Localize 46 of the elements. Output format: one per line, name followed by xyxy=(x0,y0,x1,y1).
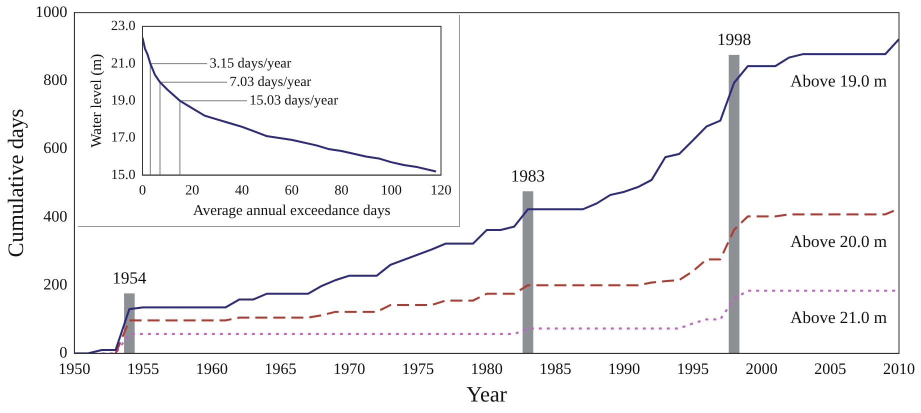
y-axis-title: Water level (m) xyxy=(88,54,105,148)
series-label: Above 20.0 m xyxy=(790,232,887,251)
x-tick-label: 2010 xyxy=(883,361,915,378)
x-tick-label: 40 xyxy=(235,183,249,198)
y-tick-label: 0 xyxy=(59,344,68,362)
series-label: Above 21.0 m xyxy=(790,308,887,328)
annotation: 7.03 days/year xyxy=(230,74,312,90)
x-tick-label: 1955 xyxy=(127,361,160,378)
y-tick-label: 15.0 xyxy=(111,168,136,183)
annotation: 15.03 days/year xyxy=(249,93,338,108)
y-tick-label: 23.0 xyxy=(111,19,136,34)
series-label: Above 19.0 m xyxy=(790,72,887,91)
x-tick-label: 20 xyxy=(185,183,200,198)
x-tick-label: 1970 xyxy=(333,361,366,378)
y-tick-label: 17.0 xyxy=(111,130,136,146)
x-tick-label: 100 xyxy=(380,183,402,198)
x-tick-label: 1950 xyxy=(58,361,90,378)
y-tick-label: 200 xyxy=(43,276,68,294)
y-tick-label: 19.0 xyxy=(111,93,136,108)
x-tick-label: 60 xyxy=(284,183,299,198)
x-tick-label: 2000 xyxy=(746,361,778,378)
y-axis-title: Cumulative days xyxy=(2,108,28,258)
x-tick-label: 120 xyxy=(430,183,452,198)
annotation: 1954 xyxy=(112,268,147,288)
y-tick-label: 800 xyxy=(43,72,68,89)
y-tick-label: 600 xyxy=(43,140,68,158)
y-tick-label: 1000 xyxy=(35,4,68,21)
x-tick-label: 1995 xyxy=(676,361,709,378)
x-axis-title: Year xyxy=(466,382,508,407)
annotation: 3.15 days/year xyxy=(210,56,292,72)
x-tick-label: 1985 xyxy=(539,361,572,378)
x-tick-label: 80 xyxy=(334,183,348,198)
x-tick-label: 1980 xyxy=(470,361,503,378)
x-tick-label: 1975 xyxy=(402,361,434,378)
x-tick-label: 1960 xyxy=(196,361,228,378)
bar xyxy=(728,54,740,354)
bar xyxy=(522,191,534,354)
annotation: 1998 xyxy=(717,30,752,50)
x-tick-label: 1990 xyxy=(608,361,640,378)
y-tick-label: 21.0 xyxy=(111,56,136,72)
annotation: 1983 xyxy=(510,166,545,186)
x-tick-label: 0 xyxy=(139,183,146,198)
x-tick-label: 1965 xyxy=(264,361,297,378)
x-axis-title: Average annual exceedance days xyxy=(192,202,391,219)
y-tick-label: 400 xyxy=(43,208,68,226)
x-tick-label: 2005 xyxy=(814,361,846,378)
